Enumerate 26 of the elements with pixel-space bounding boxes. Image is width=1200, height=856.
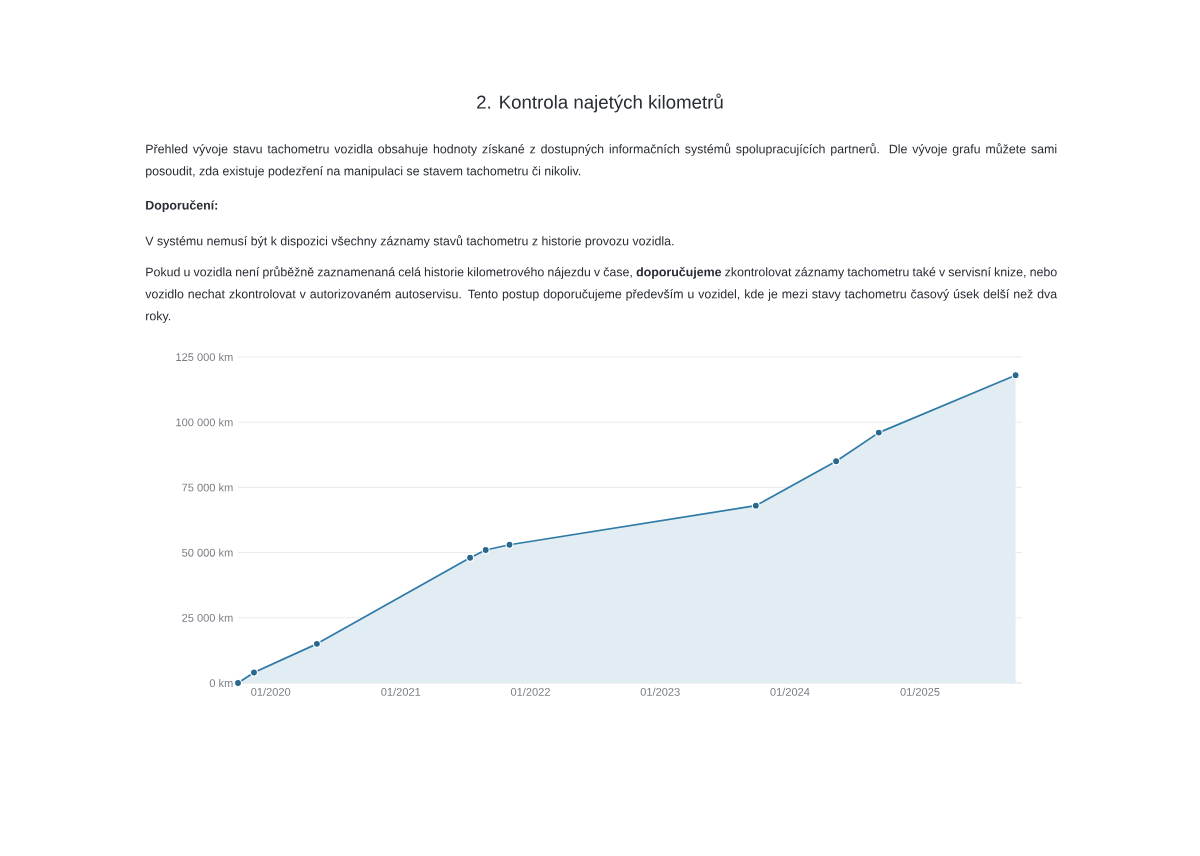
text: Pokud u vozidla není průběžně zaznamenaná celá historie kilometrového nájezdu v čase, doporučujeme zkontrolovat záznamy tachometru také v servisní knize, nebo vozidlo nechat zkontrolovat v autorizovaném autoservisu. Tento postup doporučujeme především u vozidel, kde je mezi stavy tachometru časový úsek delší než dva roky.: [145, 266, 1058, 323]
y-tick-label: 50 000 km: [182, 548, 233, 557]
y-tick-label: 125 000 km: [176, 352, 233, 362]
point: [1011, 371, 1020, 380]
point: [249, 668, 259, 677]
x-tick-label: 01/2021: [381, 687, 421, 696]
y-tick-label: 0 km: [209, 678, 233, 688]
x-tick-label: 01/2020: [251, 687, 291, 696]
text: Doporučení:: [146, 200, 218, 213]
chart-title: 2. Kontrola najetých kilometrů: [477, 93, 723, 113]
point: [874, 428, 883, 437]
x-tick-label: 01/2023: [640, 687, 680, 696]
y-tick-label: 75 000 km: [182, 483, 233, 492]
point: [832, 457, 841, 466]
point: [505, 540, 514, 549]
point: [466, 553, 475, 562]
x-tick-label: 01/2024: [770, 687, 810, 696]
x-tick-label: 01/2022: [510, 687, 550, 696]
y-tick-label: 100 000 km: [176, 418, 233, 427]
point: [481, 545, 490, 554]
chart-subtitle: Přehled vývoje stavu tachometru vozidla obsahuje hodnoty získané z dostupných informačních systémů spolupracujících partnerů. Dle vývoje grafu můžete sami posoudit, zda existuje podezření na manipulaci se stavem tachometru či nikoliv.: [146, 143, 1057, 178]
point: [751, 501, 760, 510]
x-tick-label: 01/2025: [900, 687, 940, 696]
y-tick-label: 25 000 km: [182, 613, 233, 622]
text: V systému nemusí být k dispozici všechny záznamy stavů tachometru z historie provozu vozidla.: [145, 235, 674, 248]
point: [234, 678, 243, 687]
